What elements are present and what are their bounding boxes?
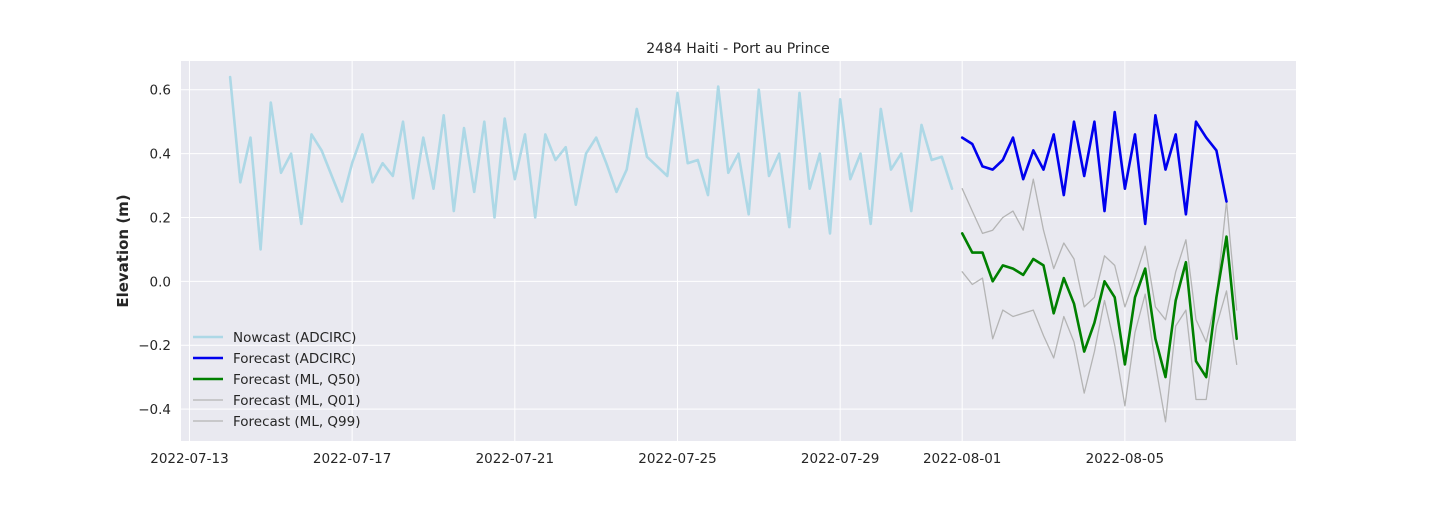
legend-label-nowcast-adcirc: Nowcast (ADCIRC) xyxy=(233,330,356,346)
x-tick-label: 2022-08-01 xyxy=(923,451,1001,467)
y-tick-label: 0.6 xyxy=(150,83,171,99)
x-tick-label: 2022-07-17 xyxy=(313,451,391,467)
legend-label-forecast-ml-q50: Forecast (ML, Q50) xyxy=(233,372,361,388)
plot-area xyxy=(181,61,1296,441)
legend-label-forecast-ml-q01: Forecast (ML, Q01) xyxy=(233,393,361,409)
x-tick-label: 2022-07-21 xyxy=(476,451,554,467)
legend: Nowcast (ADCIRC) Forecast (ADCIRC) Forecas… xyxy=(193,330,361,430)
y-tick-label: 0.4 xyxy=(150,147,171,163)
x-tick-label: 2022-07-29 xyxy=(801,451,879,467)
series-line-forecast-adcirc xyxy=(960,110,1228,226)
x-tick-label: 2022-07-13 xyxy=(150,451,228,467)
legend-label-forecast-adcirc: Forecast (ADCIRC) xyxy=(233,351,356,367)
series-line-forecast-ml-q01 xyxy=(961,271,1238,423)
y-tick-label: 0.0 xyxy=(150,274,171,290)
x-tick-label: 2022-07-25 xyxy=(638,451,716,467)
legend-label-forecast-ml-q99: Forecast (ML, Q99) xyxy=(233,414,361,430)
y-tick-label: −0.2 xyxy=(138,338,171,354)
y-tick-label: −0.4 xyxy=(138,402,171,418)
chart-title: 2484 Haiti - Port au Prince xyxy=(646,41,830,57)
y-axis-label: Elevation (m) xyxy=(114,194,132,307)
x-tick-label: 2022-08-05 xyxy=(1086,451,1164,467)
series-line-nowcast-adcirc xyxy=(228,75,954,251)
tick-labels: 2022-07-13 2022-07-17 2022-07-21 2022-07-25… xyxy=(138,83,1164,467)
y-tick-label: 0.2 xyxy=(150,210,171,226)
series-layer xyxy=(228,75,1238,423)
series-line-forecast-ml-q99 xyxy=(961,178,1238,343)
series-line-forecast-ml-q50 xyxy=(960,232,1238,379)
